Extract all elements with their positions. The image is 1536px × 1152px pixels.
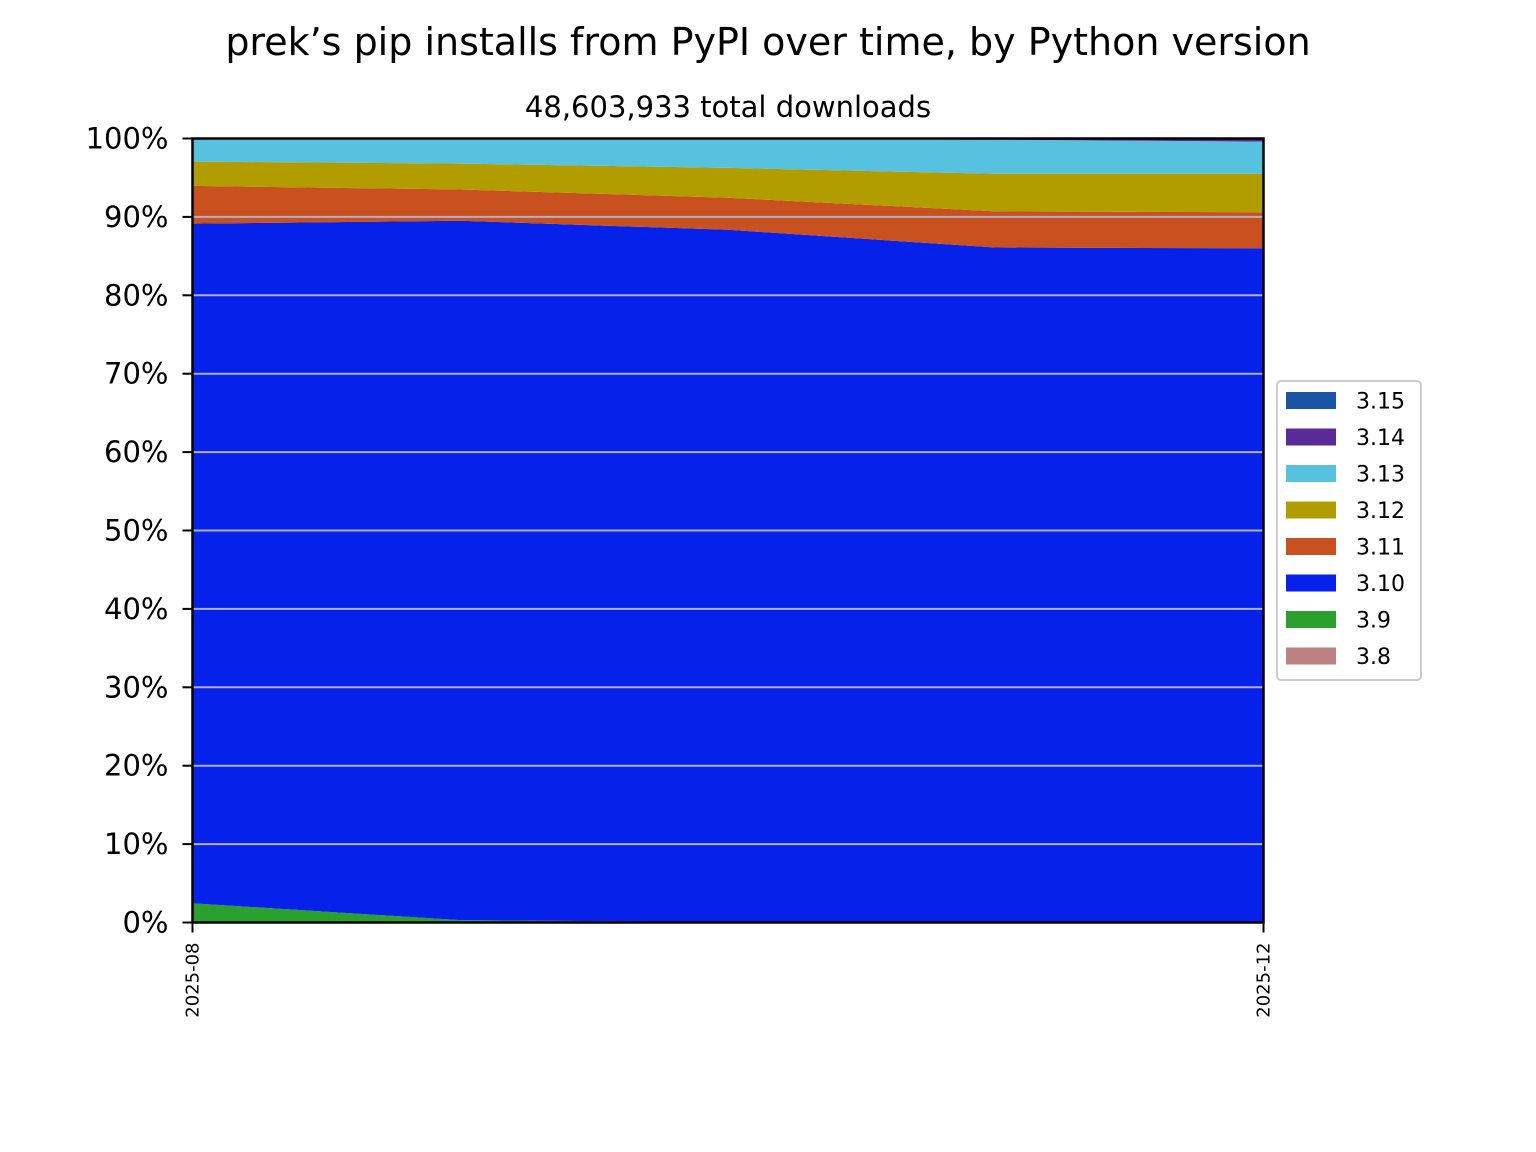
y-tick-label: 80% xyxy=(104,278,168,312)
y-axis: 0% 10% 20% 30% 40% 50% 60% 70% 80% 90% 100% xyxy=(86,122,193,940)
y-tick-label: 10% xyxy=(104,827,168,861)
y-tick-label: 0% xyxy=(122,906,168,940)
chart-title: prek’s pip installs from PyPI over time,… xyxy=(225,20,1310,64)
legend-label-3-11: 3.11 xyxy=(1356,536,1405,561)
y-tick-label: 100% xyxy=(86,122,169,156)
legend-label-3-15: 3.15 xyxy=(1356,390,1405,415)
y-tick-label: 30% xyxy=(104,670,168,704)
legend-swatch-3-15 xyxy=(1286,392,1336,409)
legend-swatch-3-9 xyxy=(1286,611,1336,628)
x-axis: 2025-08 2025-12 xyxy=(183,922,1275,1018)
y-tick-label: 60% xyxy=(104,435,168,469)
plot-area xyxy=(192,138,1264,923)
legend-label-3-10: 3.10 xyxy=(1356,572,1405,597)
y-tick-label: 40% xyxy=(104,592,168,626)
legend-label-3-9: 3.9 xyxy=(1356,609,1391,634)
legend-label-3-8: 3.8 xyxy=(1356,645,1391,670)
legend-swatch-3-10 xyxy=(1286,574,1336,592)
legend: 3.15 3.14 3.13 3.12 3.11 3.10 3.9 3.8 xyxy=(1276,380,1422,681)
area-series-3-13 xyxy=(192,138,1264,174)
x-tick-label: 2025-08 xyxy=(183,943,204,1018)
legend-box xyxy=(1276,380,1422,681)
legend-swatch-3-14 xyxy=(1286,428,1336,446)
chart-subtitle: 48,603,933 total downloads xyxy=(525,90,931,124)
legend-swatch-3-8 xyxy=(1286,647,1336,665)
legend-label-3-13: 3.13 xyxy=(1356,463,1405,488)
grid-lines xyxy=(192,215,1264,846)
area-series-3-12 xyxy=(192,161,1264,213)
legend-swatch-3-12 xyxy=(1286,501,1336,519)
area-series-3-10 xyxy=(192,220,1264,923)
area-series-3-9 xyxy=(192,903,1264,923)
legend-swatch-3-11 xyxy=(1286,538,1336,555)
x-tick-label: 2025-12 xyxy=(1254,943,1275,1018)
y-tick-label: 50% xyxy=(104,514,168,548)
legend-label-3-14: 3.14 xyxy=(1356,426,1405,451)
y-tick-label: 70% xyxy=(104,357,168,391)
legend-label-3-12: 3.12 xyxy=(1356,499,1405,524)
y-tick-label: 20% xyxy=(104,749,168,783)
legend-swatch-3-13 xyxy=(1286,465,1336,482)
y-tick-label: 90% xyxy=(104,200,168,234)
